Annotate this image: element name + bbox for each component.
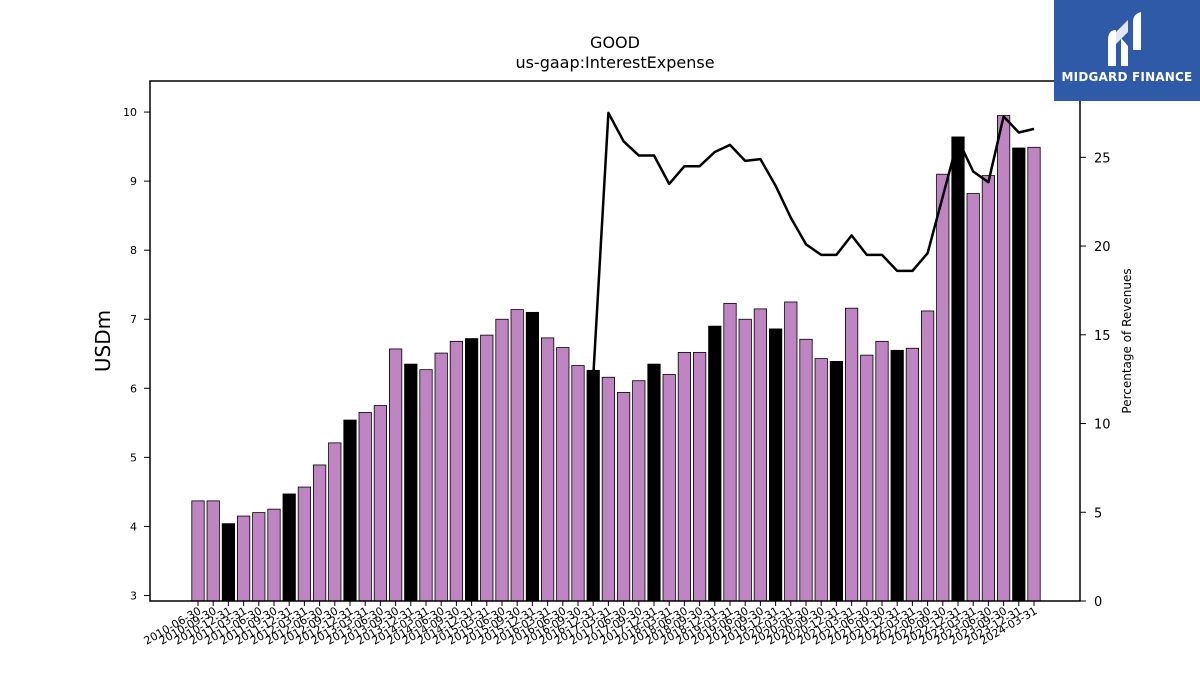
bar (191, 500, 205, 602)
bar (328, 442, 342, 602)
bar (890, 349, 904, 602)
bar (495, 318, 509, 602)
bar (556, 347, 570, 602)
y-tick-label: 4 (130, 520, 137, 533)
bar-series (191, 115, 1041, 602)
bar (693, 351, 707, 602)
x-axis: 2010-06-302010-09-302010-12-312011-03-31… (142, 601, 1040, 648)
plot-frame (149, 80, 1081, 602)
bar (921, 310, 935, 602)
bar (541, 337, 555, 602)
bar (647, 363, 661, 602)
bar (388, 348, 403, 602)
bar (662, 374, 676, 602)
chart-title: GOOD (590, 33, 640, 52)
bar (449, 340, 464, 602)
bar (860, 354, 874, 602)
midgard-logo-mark (1108, 12, 1141, 66)
bar (571, 365, 585, 602)
line-path (591, 111, 1035, 378)
y-tick-label: 10 (123, 106, 137, 119)
bar (312, 464, 327, 602)
bar (875, 340, 889, 602)
logo-text: MIDGARD FINANCE (1061, 70, 1193, 84)
bar (677, 351, 692, 602)
y2-tick-label: 0 (1094, 595, 1102, 610)
bar (510, 309, 524, 602)
bar (480, 334, 494, 602)
y-tick-label: 5 (130, 451, 137, 464)
brand-logo: MIDGARD FINANCE (1054, 0, 1200, 101)
bar (905, 347, 920, 602)
bar (936, 173, 950, 602)
y-axis-label: USDm (91, 310, 115, 372)
y-tick-label: 8 (130, 244, 137, 257)
bar (373, 405, 388, 602)
bar (632, 380, 646, 602)
bar (997, 115, 1011, 602)
bar (814, 358, 828, 602)
bar (221, 523, 235, 602)
bar (784, 301, 798, 602)
bar (981, 175, 996, 602)
left-axis: 3 4 5 6 7 8 9 10 (123, 106, 150, 602)
y-tick-label: 3 (130, 589, 137, 602)
bar (951, 136, 965, 602)
bar (206, 500, 220, 602)
bar (297, 486, 312, 602)
y2-tick-label: 10 (1094, 418, 1111, 433)
y-tick-label: 6 (130, 382, 137, 395)
line-series (591, 111, 1035, 378)
right-axis: 0 5 10 15 20 25 (1080, 151, 1111, 610)
y-tick-label: 7 (130, 313, 137, 326)
bar (829, 360, 844, 602)
bar (343, 419, 357, 602)
bar (282, 493, 296, 602)
bar (434, 352, 448, 602)
bar (1027, 146, 1041, 602)
y2-tick-label: 5 (1094, 506, 1102, 521)
bar (845, 307, 859, 602)
bar (525, 311, 540, 602)
y2-tick-label: 15 (1094, 329, 1111, 344)
bar (799, 338, 813, 602)
bar (753, 308, 768, 602)
bar (404, 363, 418, 602)
bar (601, 376, 616, 602)
bar (358, 412, 372, 602)
bar (464, 338, 479, 602)
bar (252, 512, 266, 602)
y2-tick-label: 25 (1094, 151, 1111, 166)
chart-subtitle: us-gaap:InterestExpense (515, 53, 714, 72)
bar (267, 508, 281, 602)
bar (419, 369, 433, 602)
y-tick-label: 9 (130, 175, 137, 188)
bar (236, 515, 251, 602)
bar (966, 193, 980, 602)
bar (708, 325, 722, 602)
bar (1012, 147, 1026, 602)
bar (617, 392, 631, 602)
bar (738, 318, 752, 602)
bar (586, 369, 600, 602)
bar (723, 302, 737, 602)
y2-tick-label: 20 (1094, 240, 1111, 255)
bar (769, 328, 783, 602)
y2-axis-label: Percentage of Revenues (1120, 268, 1134, 413)
